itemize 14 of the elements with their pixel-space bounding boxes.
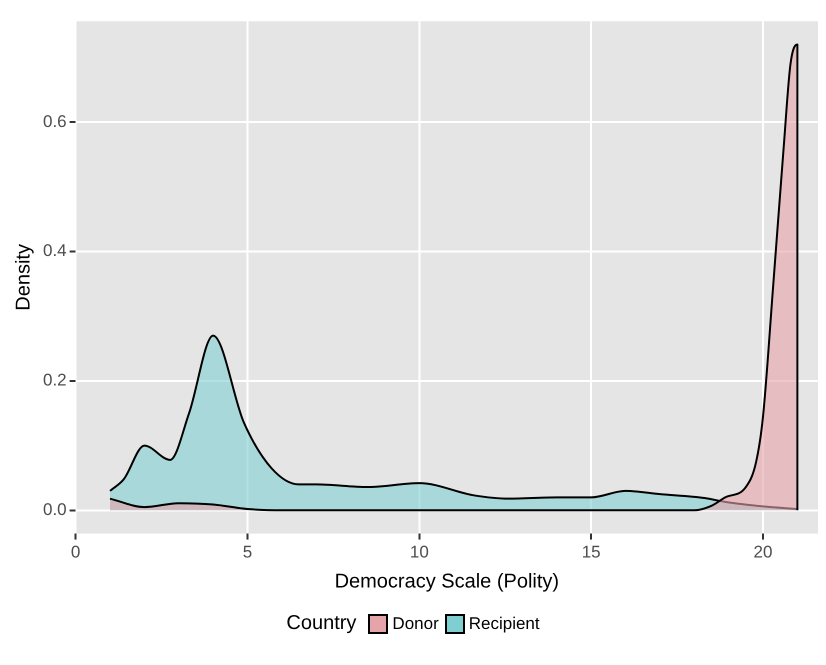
legend-label: Donor [392,614,439,634]
y-tick-label: 0.0 [42,500,67,519]
y-axis-title: Density [12,244,35,311]
y-tick-label: 0.6 [42,112,67,131]
x-axis-title: Democracy Scale (Polity) [334,570,560,593]
x-tick-label: 5 [242,542,252,562]
y-tick-label: 0.4 [42,241,67,260]
x-tick-label: 15 [582,542,601,562]
x-tick-label: 0 [70,542,80,562]
y-tick-label: 0.2 [42,370,67,390]
x-tick-label: 20 [754,542,772,562]
x-tick-label: 10 [410,542,429,562]
legend-label: Recipient [468,614,540,634]
legend-title: Country [286,612,356,635]
